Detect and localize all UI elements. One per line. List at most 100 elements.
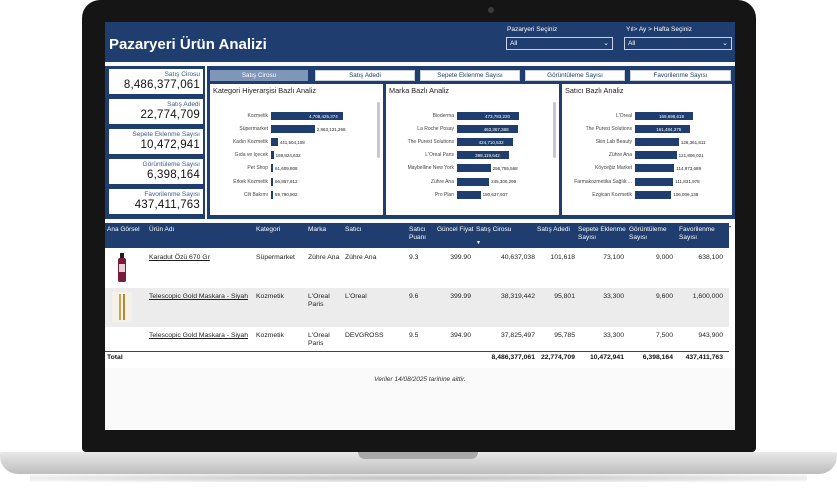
bar-value-label: 59,790,902 xyxy=(275,192,298,198)
bar[interactable] xyxy=(457,138,513,147)
column-header-seller[interactable]: Satıcı xyxy=(345,226,362,233)
tab-units[interactable]: Satış Adedi xyxy=(315,70,415,81)
bar[interactable] xyxy=(271,125,315,134)
cell-cart-adds: 73,100 xyxy=(603,254,624,261)
product-image xyxy=(112,292,132,322)
product-table: Ana Görsel Ürün Adı Kategori Marka Satıc… xyxy=(105,223,735,368)
cell-seller: DEVGROSS xyxy=(345,332,384,339)
cell-seller: L'Oreal xyxy=(345,293,367,300)
bar[interactable] xyxy=(635,151,677,160)
total-units: 22,774,709 xyxy=(540,354,575,361)
kpi-value: 22,774,709 xyxy=(140,109,200,121)
bar[interactable] xyxy=(457,190,481,199)
bar-row[interactable]: Kozmetik 4,708,425,374 xyxy=(210,111,383,121)
table-corner-icon[interactable]: • xyxy=(729,225,732,231)
column-header-category[interactable]: Kategori xyxy=(256,226,281,233)
bar-row[interactable]: Zühre Ana 121,806,021 xyxy=(562,150,732,160)
tab-favorites[interactable]: Favorilenme Sayısı xyxy=(630,70,731,81)
tab-views[interactable]: Görüntüleme Sayısı xyxy=(525,70,625,81)
bar-category-label: La Roche Posay xyxy=(417,126,454,133)
bar[interactable] xyxy=(457,151,510,160)
bar-category-label: The Purest Solutions xyxy=(585,126,632,133)
product-name-link[interactable]: Telescopic Gold Maskara - Siyah xyxy=(149,293,248,300)
chevron-down-icon: ⌄ xyxy=(722,40,728,47)
bar[interactable] xyxy=(635,177,674,186)
bar-row[interactable]: Gıda ve İçecek 169,824,632 xyxy=(210,150,383,160)
chart-scrollbar[interactable] xyxy=(553,102,556,158)
bar[interactable] xyxy=(457,125,518,134)
bar-row[interactable]: Süpermarket 2,863,131,268 xyxy=(210,124,383,134)
bar-category-label: Gıda ve İçecek xyxy=(234,152,268,159)
kpi-card-favorites: Favorilenme Sayısı 437,411,763 xyxy=(109,189,203,214)
bar-row[interactable]: Cilt Bakımı 59,790,902 xyxy=(210,190,383,200)
column-header-rating[interactable]: Satıcı Puanı xyxy=(409,226,426,241)
bar-row[interactable]: The Purest Solutions 424,710,532 xyxy=(386,137,559,147)
bar-row[interactable]: Bioderma 473,783,220 xyxy=(386,111,559,121)
total-revenue: 8,486,377,061 xyxy=(491,354,535,361)
bar[interactable] xyxy=(635,164,675,173)
bar-value-label: 169,698,619 xyxy=(659,113,685,119)
bar-row[interactable]: L'Oreal Paris 398,119,642 xyxy=(386,150,559,160)
bar[interactable] xyxy=(271,190,273,199)
product-name-link[interactable]: Telescopic Gold Maskara - Siyah xyxy=(149,332,248,339)
bar-row[interactable]: Erkek Kozmetik 66,857,812 xyxy=(210,177,383,187)
bar-category-label: The Purest Solutions xyxy=(407,139,454,146)
bar-row[interactable]: Pro Plan 180,637,937 xyxy=(386,190,559,200)
brand-analysis-chart: Marka Bazlı Analiz Bioderma 473,783,220 La… xyxy=(386,84,559,215)
column-header-price[interactable]: Güncel Fiyat xyxy=(437,226,474,233)
bar-row[interactable]: Kadın Kozmetik 441,504,108 xyxy=(210,137,383,147)
tab-revenue[interactable]: Satış Cirosu xyxy=(210,70,308,81)
kpi-card-cart-adds: Sepete Eklenme Sayısı 10,472,941 xyxy=(109,129,203,154)
bar-row[interactable]: Maybelline New York 256,755,568 xyxy=(386,163,559,173)
chart-title: Kategori Hiyerarşisi Bazlı Analiz xyxy=(213,86,317,95)
bar[interactable] xyxy=(635,190,672,199)
bar[interactable] xyxy=(271,151,274,160)
bar[interactable] xyxy=(271,164,273,173)
bar[interactable] xyxy=(457,177,490,186)
bar-row[interactable]: Ezgican Kozmetik 106,006,138 xyxy=(562,190,732,200)
cell-brand: Zühre Ana xyxy=(308,254,340,261)
product-name-link[interactable]: Karadut Özü 670 Gr xyxy=(149,254,210,261)
bar-row[interactable]: Köyceğiz Market 114,973,689 xyxy=(562,163,732,173)
bar-row[interactable]: The Purest Solutions 161,484,375 xyxy=(562,124,732,134)
bar[interactable] xyxy=(635,112,693,120)
column-header-cart-adds[interactable]: Sepete Eklenme Sayısı xyxy=(578,226,626,241)
column-header-units[interactable]: Satış Adedi xyxy=(537,226,570,233)
bar-value-label: 114,973,689 xyxy=(676,165,701,171)
bar-value-label: 128,361,811 xyxy=(680,139,706,145)
cell-rating: 9.3 xyxy=(409,254,419,261)
camera-icon xyxy=(488,7,494,13)
bar[interactable] xyxy=(635,138,679,147)
marketplace-slicer-dropdown[interactable]: All ⌄ xyxy=(506,37,613,50)
cell-rating: 9.5 xyxy=(409,332,419,339)
column-header-favorites[interactable]: Favorilenme Sayısı xyxy=(679,226,715,241)
bar-value-label: 61,609,808 xyxy=(275,165,298,171)
column-header-product[interactable]: Ürün Adı xyxy=(149,226,175,233)
cell-price: 399.99 xyxy=(450,293,471,300)
bar-row[interactable]: La Roche Posay 463,367,368 xyxy=(386,124,559,134)
bar[interactable] xyxy=(271,177,273,186)
column-header-image[interactable]: Ana Görsel xyxy=(107,226,140,233)
bar-category-label: Kozmetik xyxy=(247,113,268,119)
column-header-views[interactable]: Görüntüleme Sayısı xyxy=(629,226,667,241)
bar-row[interactable]: L'Oreal 169,698,619 xyxy=(562,111,732,121)
sort-descending-icon[interactable]: ▼ xyxy=(476,240,481,246)
bar-row[interactable]: Zühre Ana 245,300,299 xyxy=(386,177,559,187)
kpi-value: 10,472,941 xyxy=(140,139,200,151)
tab-cart-adds[interactable]: Sepete Eklenme Sayısı xyxy=(420,70,520,81)
bar[interactable] xyxy=(635,125,691,134)
chart-scrollbar[interactable] xyxy=(377,102,380,158)
kpi-label: Favorilenme Sayısı xyxy=(144,191,200,198)
bar-value-label: 121,806,021 xyxy=(678,152,704,158)
bar[interactable] xyxy=(271,112,343,120)
bar[interactable] xyxy=(271,138,278,147)
bar-row[interactable]: Farmakozmetika Sağlık ... 111,831,978 xyxy=(562,177,732,187)
column-header-brand[interactable]: Marka xyxy=(308,226,327,233)
bar-row[interactable]: Skin Lab Beauty 128,361,811 xyxy=(562,137,732,147)
bar[interactable] xyxy=(457,112,519,120)
bar[interactable] xyxy=(457,164,491,173)
column-header-revenue[interactable]: Satış Cirosu xyxy=(476,226,512,233)
bar-row[interactable]: Pet Shop 61,609,808 xyxy=(210,163,383,173)
kpi-label: Sepete Eklenme Sayısı xyxy=(132,131,200,138)
period-slicer-dropdown[interactable]: All ⌄ xyxy=(624,37,732,50)
